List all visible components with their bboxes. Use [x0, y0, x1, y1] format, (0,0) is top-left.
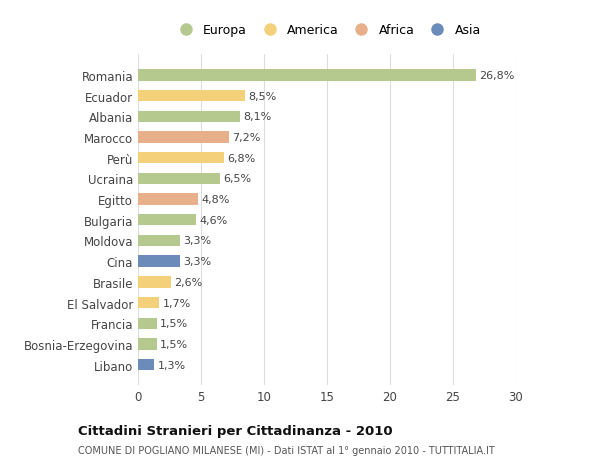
Text: 26,8%: 26,8% [479, 71, 514, 81]
Text: 6,8%: 6,8% [227, 153, 255, 163]
Bar [138, 339, 157, 350]
Text: 3,3%: 3,3% [183, 257, 211, 267]
Text: Cittadini Stranieri per Cittadinanza - 2010: Cittadini Stranieri per Cittadinanza - 2… [78, 425, 392, 437]
Text: 3,3%: 3,3% [183, 236, 211, 246]
Text: 1,5%: 1,5% [160, 319, 188, 329]
Text: 2,6%: 2,6% [174, 277, 202, 287]
Text: 8,5%: 8,5% [248, 91, 277, 101]
Text: 6,5%: 6,5% [223, 174, 251, 184]
Bar [138, 174, 220, 185]
Bar [138, 318, 157, 329]
Text: 1,7%: 1,7% [163, 298, 191, 308]
Text: 8,1%: 8,1% [243, 112, 271, 122]
Legend: Europa, America, Africa, Asia: Europa, America, Africa, Asia [170, 22, 484, 39]
Text: 4,8%: 4,8% [202, 195, 230, 205]
Bar [138, 194, 199, 205]
Bar [138, 153, 224, 164]
Bar [138, 235, 179, 246]
Text: COMUNE DI POGLIANO MILANESE (MI) - Dati ISTAT al 1° gennaio 2010 - TUTTITALIA.IT: COMUNE DI POGLIANO MILANESE (MI) - Dati … [78, 445, 495, 455]
Bar [138, 91, 245, 102]
Text: 1,5%: 1,5% [160, 339, 188, 349]
Bar [138, 256, 179, 267]
Bar [138, 297, 160, 308]
Bar [138, 132, 229, 143]
Bar [138, 277, 171, 288]
Text: 4,6%: 4,6% [199, 215, 227, 225]
Bar [138, 112, 240, 123]
Text: 1,3%: 1,3% [158, 360, 185, 370]
Bar [138, 215, 196, 226]
Text: 7,2%: 7,2% [232, 133, 260, 143]
Bar [138, 359, 154, 370]
Bar [138, 70, 476, 81]
